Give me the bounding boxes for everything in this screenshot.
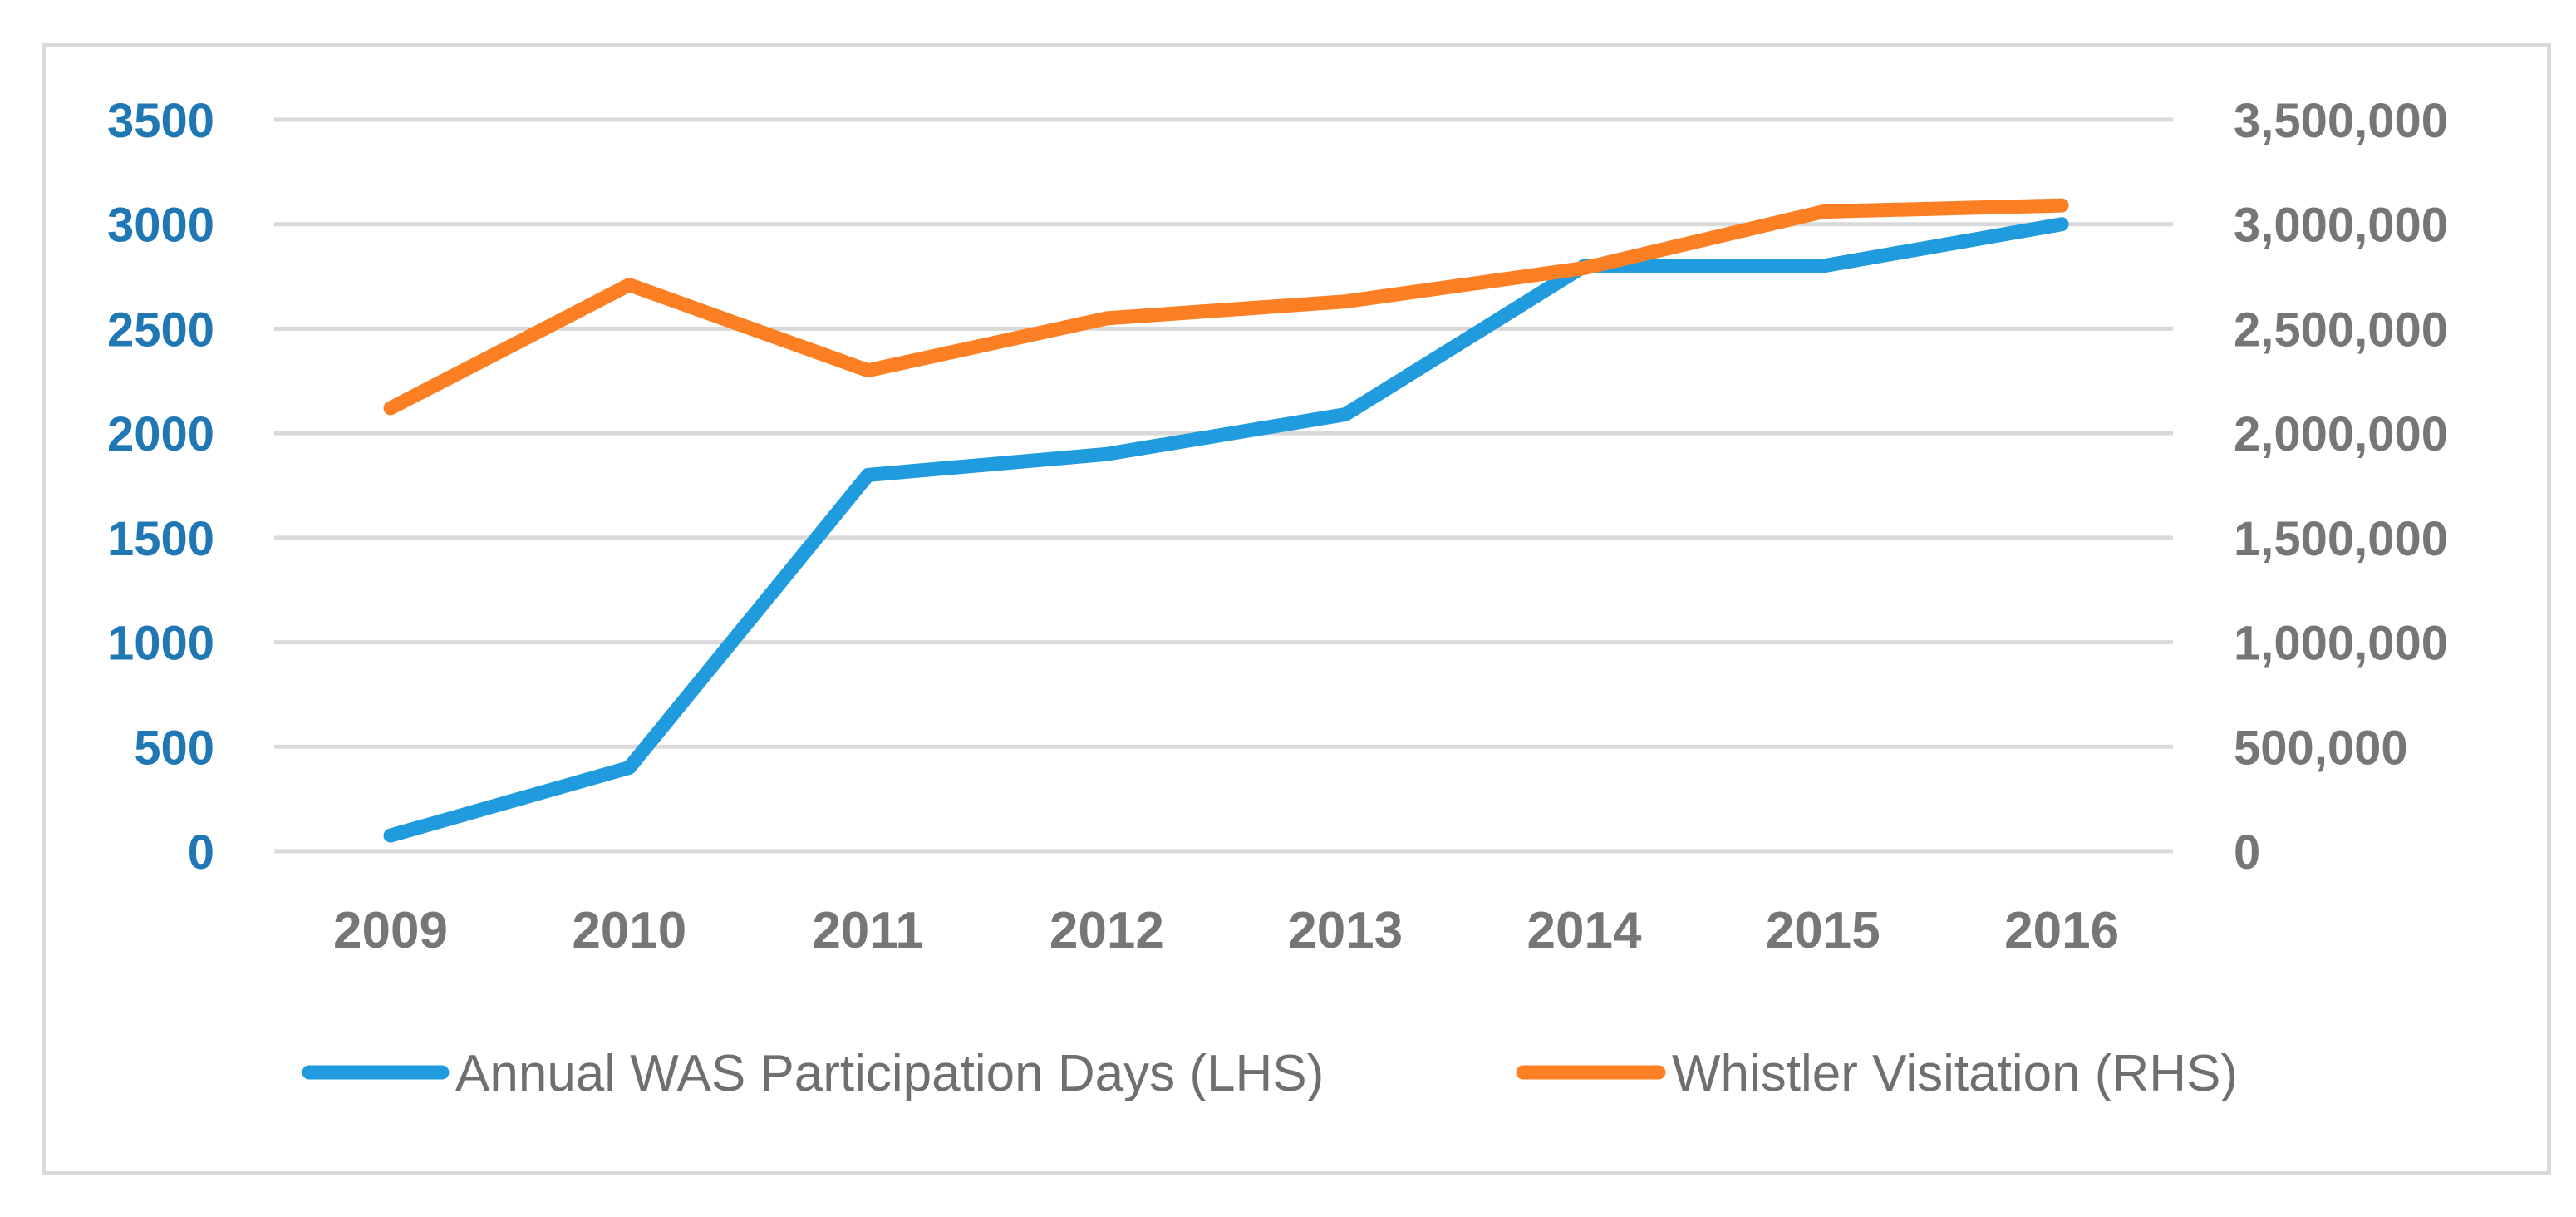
left-axis-tick-label: 2500 bbox=[107, 303, 214, 357]
x-axis-tick-label: 2009 bbox=[333, 902, 448, 959]
right-axis-tick-label: 1,500,000 bbox=[2234, 512, 2448, 566]
data-point bbox=[628, 766, 630, 768]
legend: Annual WAS Participation Days (LHS) Whist… bbox=[302, 1045, 2238, 1102]
x-axis-tick-label: 2015 bbox=[1766, 902, 1880, 959]
data-point bbox=[1822, 211, 1824, 213]
right-axis-tick-label: 2,500,000 bbox=[2234, 303, 2448, 357]
right-axis-tick-label: 500,000 bbox=[2234, 721, 2408, 775]
left-axis-tick-label: 1500 bbox=[107, 512, 214, 566]
x-axis-tick-label: 2011 bbox=[812, 902, 924, 959]
data-point bbox=[1584, 268, 1585, 269]
x-axis-tick-label: 2013 bbox=[1288, 902, 1403, 959]
right-axis-tick-label: 3,500,000 bbox=[2234, 94, 2448, 148]
series-line-was-participation-days bbox=[383, 217, 2069, 843]
left-axis-tick-label: 3500 bbox=[107, 94, 214, 148]
data-point bbox=[1106, 453, 1108, 455]
x-axis: 2009 2010 2011 2012 2013 2014 2015 2016 bbox=[333, 902, 2119, 959]
gridlines bbox=[274, 117, 2173, 854]
left-axis-tick-label: 2000 bbox=[107, 407, 214, 461]
data-point bbox=[1345, 301, 1346, 303]
data-point bbox=[628, 284, 630, 286]
data-point bbox=[1822, 265, 1824, 267]
left-axis-tick-label: 1000 bbox=[107, 617, 214, 671]
legend-label: Annual WAS Participation Days (LHS) bbox=[455, 1045, 1324, 1102]
left-axis: 0 500 1000 1500 2000 2500 3000 3500 bbox=[107, 94, 214, 879]
chart-frame bbox=[42, 43, 2551, 1175]
left-axis-tick-label: 0 bbox=[188, 825, 214, 879]
series-line-whistler-visitation bbox=[383, 198, 2069, 416]
x-axis-tick-label: 2012 bbox=[1050, 902, 1164, 959]
right-axis-tick-label: 0 bbox=[2234, 825, 2260, 879]
right-axis-tick-label: 1,000,000 bbox=[2234, 617, 2448, 671]
data-point bbox=[1345, 414, 1346, 416]
right-axis: 0 500,000 1,000,000 1,500,000 2,000,000 2,500… bbox=[2234, 94, 2448, 879]
legend-label: Whistler Visitation (RHS) bbox=[1672, 1045, 2238, 1102]
x-axis-tick-label: 2010 bbox=[572, 902, 686, 959]
right-axis-tick-label: 3,000,000 bbox=[2234, 199, 2448, 253]
x-axis-tick-label: 2014 bbox=[1527, 902, 1642, 959]
left-axis-tick-label: 3000 bbox=[107, 199, 214, 253]
x-axis-tick-label: 2016 bbox=[2004, 902, 2119, 959]
left-axis-tick-label: 500 bbox=[134, 721, 214, 775]
series bbox=[383, 198, 2069, 843]
right-axis-tick-label: 2,000,000 bbox=[2234, 407, 2448, 461]
